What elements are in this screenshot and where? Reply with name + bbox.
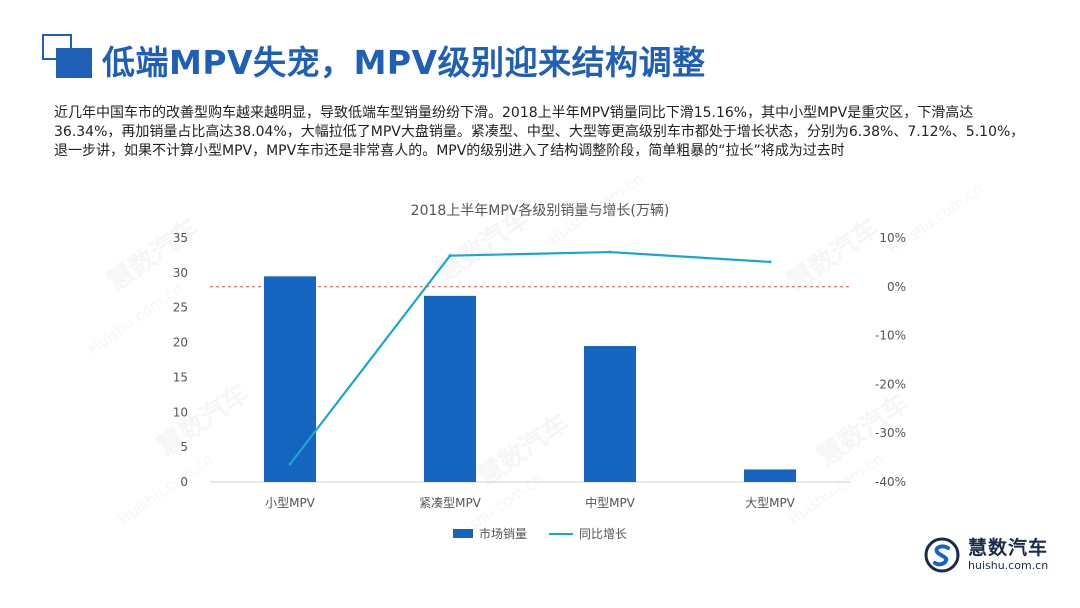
y-left-tick-label: 20 [173,336,188,350]
y-right-tick-label: 10% [879,231,906,245]
y-right-tick-label: 0% [887,280,906,294]
title-decoration-icon [42,34,96,80]
legend-item-growth: 同比增长 [549,525,627,542]
intro-paragraph: 近几年中国车市的改善型购车越来越明显，导致低端车型销量纷纷下滑。2018上半年M… [54,105,1025,159]
y-right-tick-label: -30% [875,426,906,440]
x-category-label: 紧凑型MPV [419,496,482,510]
y-right-tick-label: -20% [875,377,906,391]
y-left-tick-label: 5 [180,440,188,454]
bar-1 [264,276,316,482]
growth-point-4 [768,260,772,264]
y-left-tick-label: 15 [173,370,188,384]
chart-legend: 市场销量 同比增长 [0,525,1080,542]
legend-bar-swatch [452,529,473,538]
logo-name: 慧数汽车 [968,537,1049,559]
y-left-tick-label: 35 [173,231,188,245]
legend-label-sales: 市场销量 [478,527,527,541]
x-category-label: 中型MPV [585,495,636,510]
slide-title: 低端MPV失宠，MPV级别迎来结构调整 [102,43,706,82]
legend-line-swatch [549,532,573,535]
brand-logo: 慧数汽车 huishu.com.cn [924,537,1048,573]
bar-3 [584,346,636,482]
growth-point-3 [608,250,612,254]
y-left-tick-label: 30 [173,266,188,280]
logo-url: huishu.com.cn [968,559,1049,572]
y-left-tick-label: 0 [180,475,188,489]
growth-point-2 [448,254,452,258]
legend-item-sales: 市场销量 [452,525,527,542]
x-category-label: 大型MPV [745,496,796,510]
decoration-filled-square [56,48,92,78]
growth-point-1 [288,462,292,466]
y-left-tick-label: 10 [173,405,188,419]
y-right-tick-label: -10% [875,329,906,343]
x-category-label: 小型MPV [265,496,316,510]
logo-s-icon [924,537,960,573]
bar-4 [744,469,796,482]
bar-2 [424,295,476,482]
y-left-tick-label: 25 [173,301,188,315]
legend-label-growth: 同比增长 [579,527,628,541]
growth-line [289,250,771,465]
chart-title: 2018上半年MPV各级别销量与增长(万辆) [410,203,670,219]
y-right-tick-label: -40% [875,475,906,489]
